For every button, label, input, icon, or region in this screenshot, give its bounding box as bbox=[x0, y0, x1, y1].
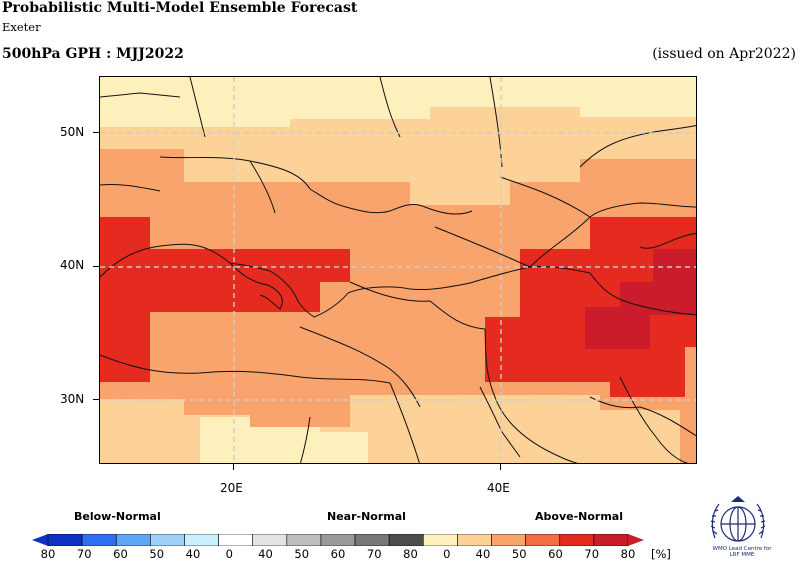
colorbar-cell bbox=[320, 534, 356, 546]
logo-caption-line2: LRF MME bbox=[729, 552, 755, 558]
lon-tick bbox=[233, 464, 234, 470]
logo-caption-line1: WMO Lead Centre for bbox=[712, 546, 772, 552]
colorbar-tick-label: 0 bbox=[225, 547, 233, 561]
colorbar-cell bbox=[115, 534, 151, 546]
colorbar-cell bbox=[252, 534, 288, 546]
colorbar-cell bbox=[150, 534, 185, 546]
colorbar-cell bbox=[218, 534, 254, 546]
colorbar-cell bbox=[457, 534, 492, 546]
wmo-logo-icon bbox=[710, 496, 766, 542]
coastlines bbox=[100, 77, 696, 463]
colorbar-cell bbox=[47, 534, 83, 546]
forecast-map bbox=[99, 76, 697, 464]
colorbar-cell bbox=[593, 534, 629, 546]
colorbar-tick-label: 50 bbox=[511, 547, 527, 561]
colorbar bbox=[32, 534, 644, 546]
colorbar-tick-label: 60 bbox=[113, 547, 128, 561]
legend-near-normal: Near-Normal bbox=[327, 510, 406, 523]
lon-label-40e: 40E bbox=[487, 481, 510, 495]
colorbar-cell bbox=[388, 534, 424, 546]
colorbar-tick-label: 50 bbox=[294, 547, 310, 561]
lon-tick bbox=[500, 464, 501, 470]
colorbar-tick-label: 60 bbox=[330, 547, 346, 561]
colorbar-tick-label: 0 bbox=[443, 547, 451, 561]
prob-70-west bbox=[100, 217, 350, 382]
colorbar-cell bbox=[525, 534, 561, 546]
lat-tick bbox=[93, 132, 99, 133]
issued-date: (issued on Apr2022) bbox=[652, 46, 796, 62]
colorbar-cell bbox=[422, 534, 458, 546]
colorbar-tick-label: 40 bbox=[475, 547, 491, 561]
colorbar-left-arrow bbox=[32, 534, 48, 546]
colorbar-tick-label: 80 bbox=[403, 547, 418, 561]
colorbar-tick-label: 80 bbox=[620, 547, 636, 561]
prob-40-south bbox=[200, 417, 320, 463]
graticule bbox=[100, 77, 696, 463]
colorbar-cell bbox=[354, 534, 390, 546]
lat-label-30n: 30N bbox=[60, 392, 85, 406]
colorbar-tick-label: 80 bbox=[40, 547, 56, 561]
legend-above-normal: Above-Normal bbox=[535, 510, 623, 523]
colorbar-tick-label: 40 bbox=[185, 547, 201, 561]
colorbar-tick-label: 70 bbox=[366, 547, 382, 561]
colorbar-cell bbox=[559, 534, 595, 546]
chart-title: Probabilistic Multi-Model Ensemble Forec… bbox=[2, 0, 358, 16]
colorbar-cell bbox=[491, 534, 526, 546]
lat-label-50n: 50N bbox=[60, 125, 85, 139]
lat-label-40n: 40N bbox=[60, 258, 85, 272]
colorbar-unit: [%] bbox=[651, 547, 671, 561]
wmo-logo-caption: WMO Lead Centre for LRF MME bbox=[692, 546, 792, 558]
chart-subtitle: Exeter bbox=[2, 20, 41, 34]
colorbar-tick-label: 50 bbox=[149, 547, 165, 561]
colorbar-tick-label: 60 bbox=[548, 547, 563, 561]
prob-80-area bbox=[585, 249, 696, 349]
colorbar-tick-label: 70 bbox=[584, 547, 600, 561]
colorbar-right-arrow bbox=[628, 534, 644, 546]
lon-label-20e: 20E bbox=[220, 481, 243, 495]
product-label: 500hPa GPH : MJJ2022 bbox=[2, 46, 184, 62]
map-svg bbox=[100, 77, 696, 463]
colorbar-cell bbox=[286, 534, 322, 546]
legend-below-normal: Below-Normal bbox=[74, 510, 161, 523]
prob-40-north bbox=[118, 87, 430, 119]
colorbar-tick-label: 70 bbox=[76, 547, 92, 561]
colorbar-tick-label: 40 bbox=[258, 547, 273, 561]
colorbar-cell bbox=[184, 534, 219, 546]
lat-tick bbox=[93, 399, 99, 400]
lat-tick bbox=[93, 266, 99, 267]
colorbar-cells bbox=[47, 534, 629, 546]
colorbar-cell bbox=[81, 534, 117, 546]
prob-60-area bbox=[100, 149, 696, 463]
